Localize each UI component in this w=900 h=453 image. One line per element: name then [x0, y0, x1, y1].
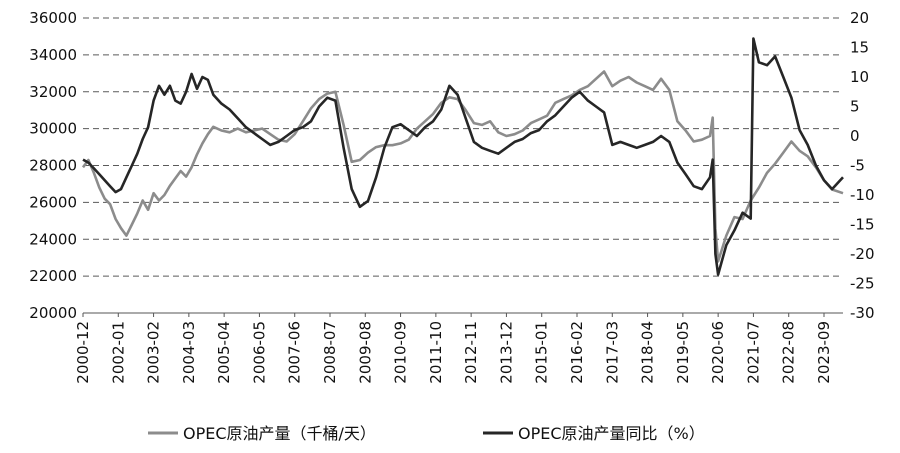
right-y-tick-label: -15 [850, 216, 875, 234]
legend: OPEC原油产量（千桶/天） OPEC原油产量同比（%） [148, 424, 705, 443]
right-y-tick-label: -10 [850, 186, 875, 204]
right-y-tick-label: 10 [850, 68, 869, 86]
x-tick-label: 2021-07 [744, 321, 762, 384]
left-y-tick-label: 22000 [29, 267, 77, 285]
left-y-tick-label: 36000 [29, 9, 77, 27]
x-tick-label: 2012-11 [462, 321, 480, 384]
x-tick-label: 2009-08 [356, 321, 374, 384]
x-tick-label: 2017-03 [603, 321, 621, 384]
x-tick-label: 2022-08 [780, 321, 798, 384]
x-axis: 2000-12 2002-01 2003-02 2004-03 2005-04 2006-… [74, 313, 833, 384]
x-tick-label: 2000-12 [74, 321, 92, 384]
right-y-axis: -30 -25 -20 -15 -10 -5 0 5 10 15 20 [850, 9, 875, 322]
series-lines [81, 37, 844, 276]
series-line-1 [81, 70, 844, 263]
legend-label-1: OPEC原油产量（千桶/天） [183, 424, 376, 443]
left-y-tick-label: 32000 [29, 83, 77, 101]
x-tick-label: 2010-09 [392, 321, 410, 384]
x-tick-label: 2008-07 [321, 321, 339, 384]
right-y-tick-label: -20 [850, 245, 875, 263]
x-tick-label: 2005-04 [215, 321, 233, 384]
left-y-tick-label: 24000 [29, 230, 77, 248]
x-tick-label: 2019-05 [674, 321, 692, 384]
series-line-2 [82, 37, 844, 276]
x-tick-label: 2015-01 [533, 321, 551, 384]
x-tick-label: 2002-01 [109, 321, 127, 384]
x-tick-label: 2016-02 [568, 321, 586, 384]
x-tick-label: 2018-04 [639, 321, 657, 384]
x-tick-label: 2007-06 [286, 321, 304, 384]
left-y-tick-label: 28000 [29, 157, 77, 175]
left-y-tick-label: 26000 [29, 193, 77, 211]
right-y-tick-label: 15 [850, 39, 869, 57]
x-tick-label: 2011-10 [427, 321, 445, 384]
x-tick-label: 2004-03 [180, 321, 198, 384]
left-y-axis: 20000 22000 24000 26000 28000 30000 32000 34000… [29, 9, 77, 322]
x-tick-label: 2013-12 [497, 321, 515, 384]
right-y-tick-label: -5 [850, 157, 865, 175]
gridlines [83, 17, 843, 277]
right-y-tick-label: -25 [850, 275, 875, 293]
x-tick-label: 2020-06 [709, 321, 727, 384]
legend-label-2: OPEC原油产量同比（%） [518, 424, 705, 443]
left-y-tick-label: 34000 [29, 46, 77, 64]
right-y-tick-label: 0 [850, 127, 860, 145]
x-tick-label: 2023-09 [815, 321, 833, 384]
x-tick-label: 2006-05 [250, 321, 268, 384]
x-tick-label: 2003-02 [145, 321, 163, 384]
left-y-tick-label: 30000 [29, 120, 77, 138]
right-y-tick-label: 5 [850, 98, 860, 116]
right-y-tick-label: 20 [850, 9, 869, 27]
left-y-tick-label: 20000 [29, 304, 77, 322]
right-y-tick-label: -30 [850, 304, 875, 322]
